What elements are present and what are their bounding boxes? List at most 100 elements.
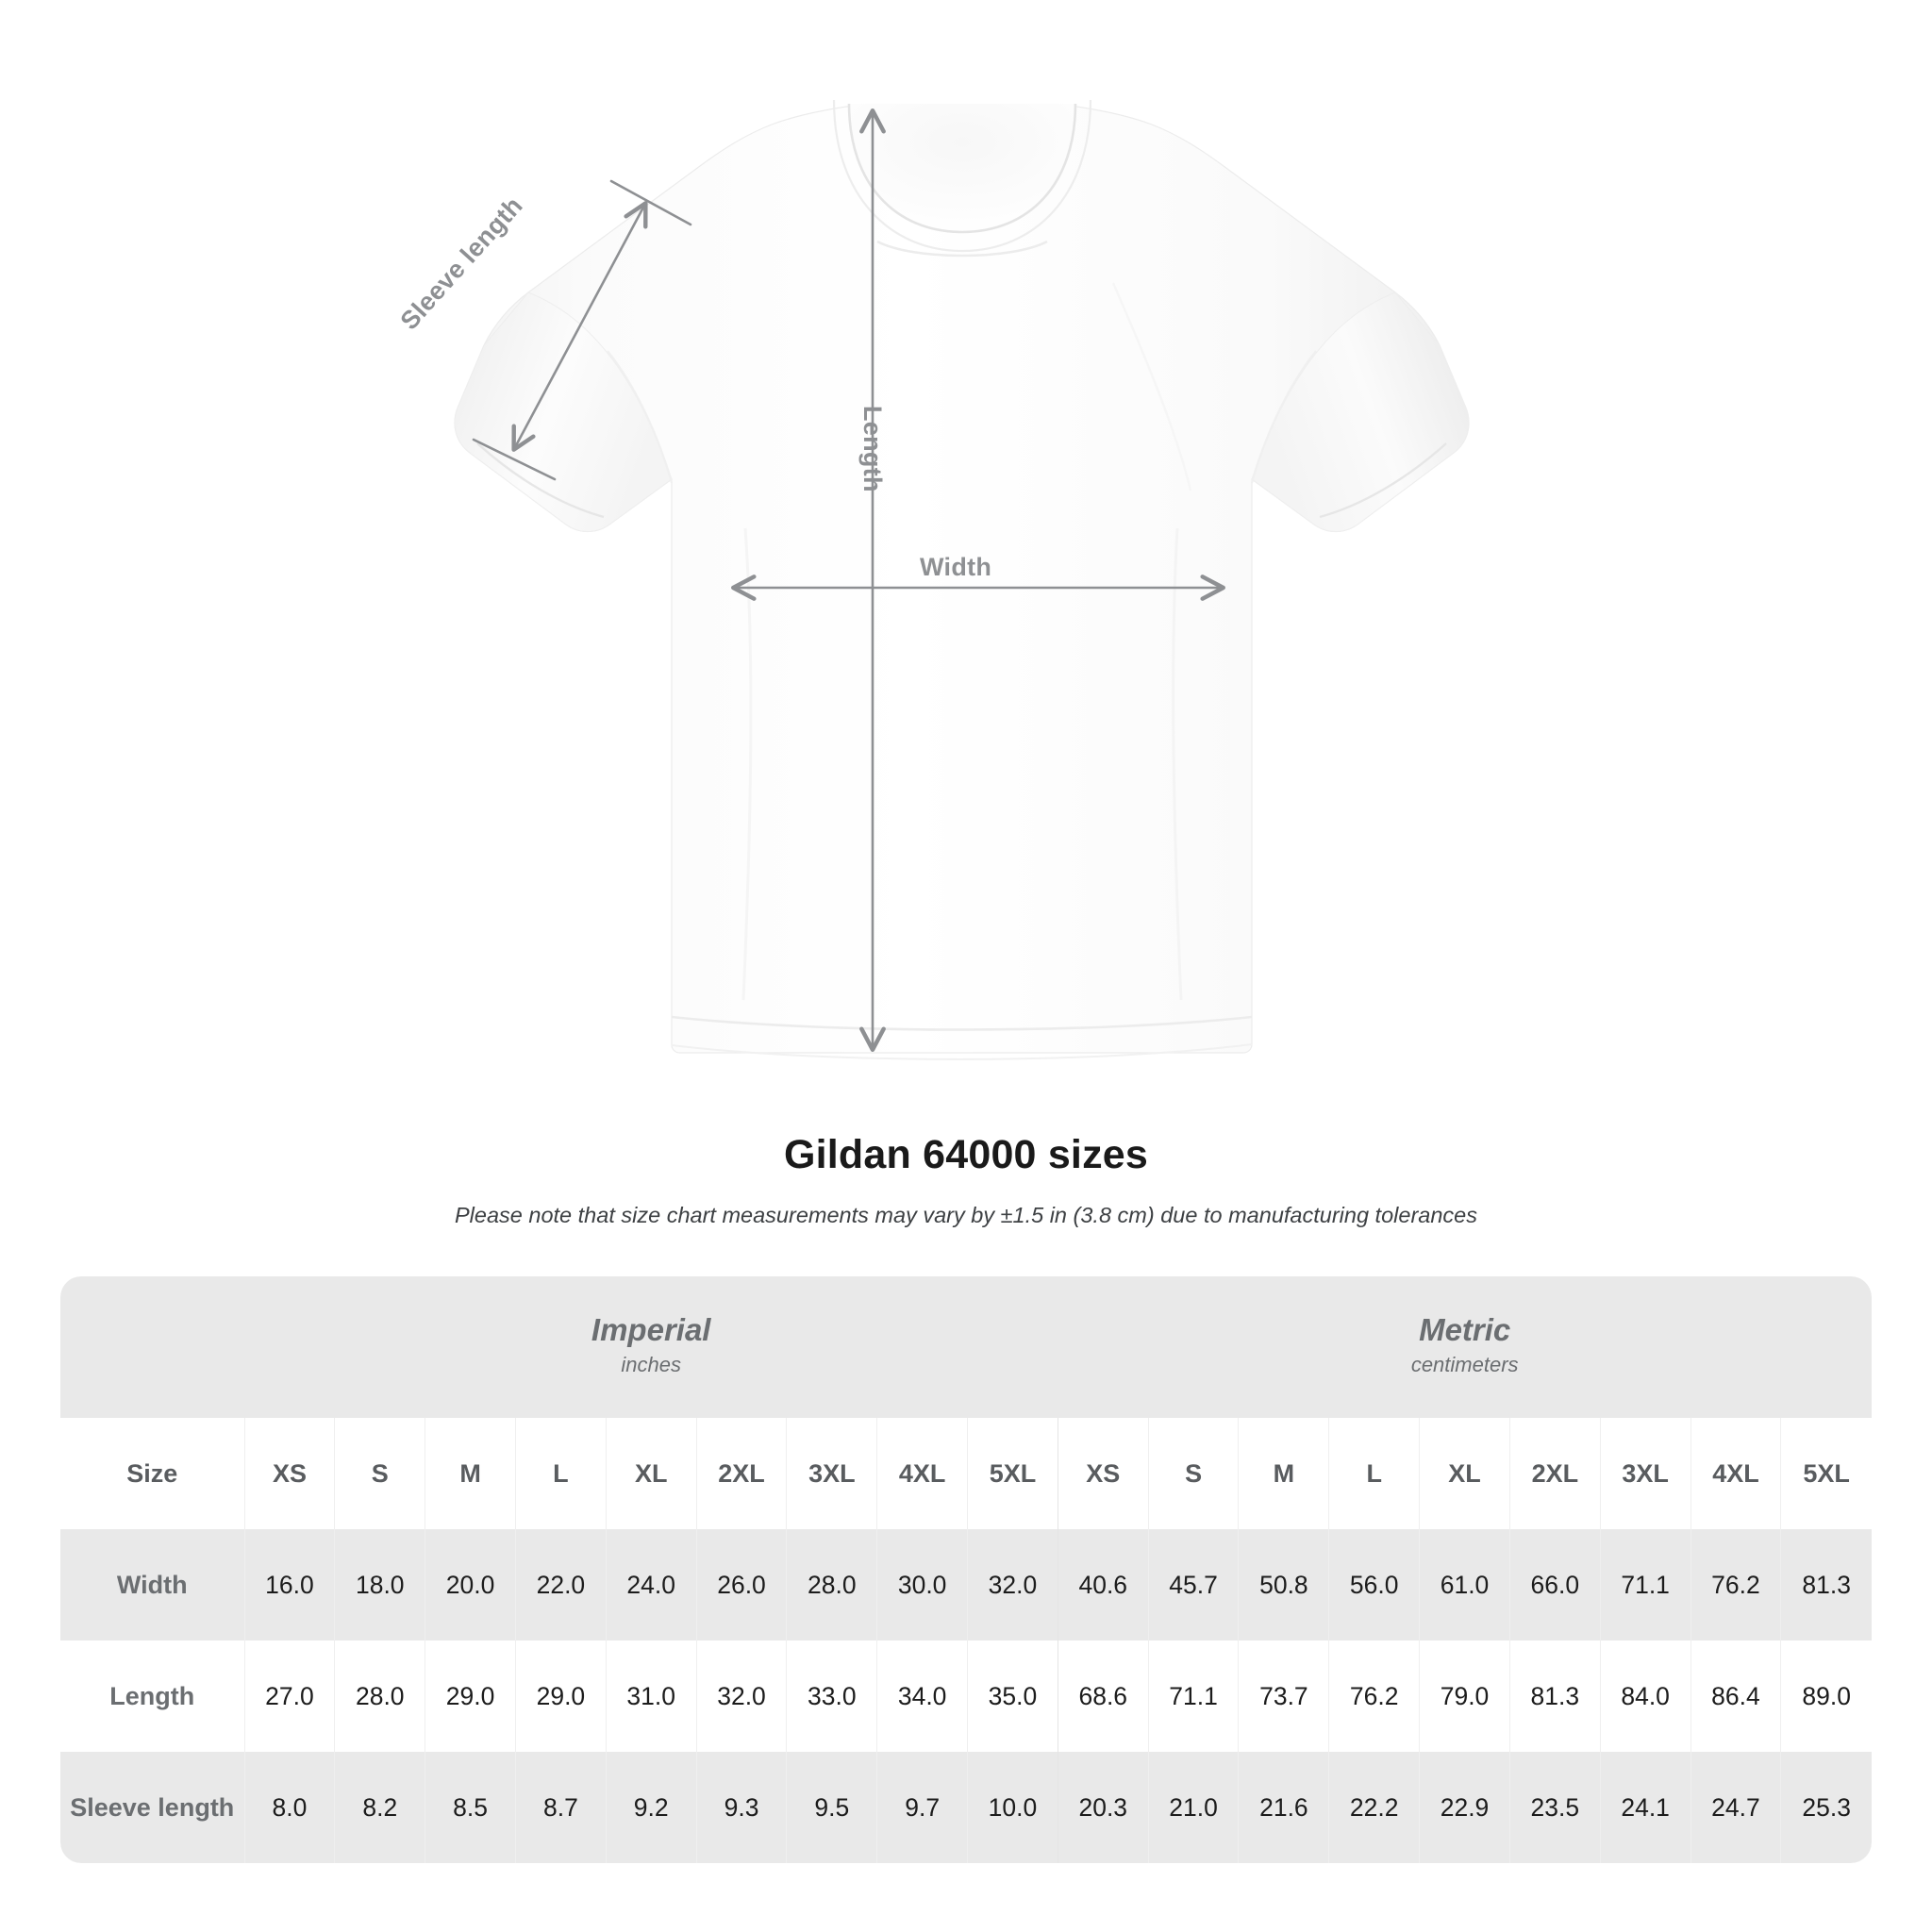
cell-length-imperial-xs: 27.0 [243,1641,335,1752]
cell-sleeve-metric-5xl: 25.3 [1780,1752,1872,1863]
garment-diagram: Sleeve length Length Width [394,99,1470,1060]
cell-sleeve-metric-m: 21.6 [1238,1752,1329,1863]
cell-length-imperial-xl: 31.0 [605,1641,697,1752]
unit-name-metric: Metric [1419,1312,1511,1348]
cell-width-metric-4xl: 76.2 [1690,1529,1781,1641]
cell-sleeve-imperial-m: 8.5 [425,1752,516,1863]
size-header-row: Size XS S M L XL 2XL 3XL 4XL 5XL XS S M … [60,1418,1872,1529]
cell-length-imperial-4xl: 34.0 [876,1641,968,1752]
cell-sleeve-metric-xs: 20.3 [1057,1752,1149,1863]
cell-length-metric-2xl: 81.3 [1508,1641,1601,1752]
cell-width-imperial-xs: 16.0 [243,1529,335,1641]
cell-sleeve-imperial-xl: 9.2 [605,1752,697,1863]
cell-length-metric-xl: 79.0 [1419,1641,1510,1752]
cell-width-metric-l: 56.0 [1328,1529,1420,1641]
size-col-metric-5xl: 5XL [1780,1418,1872,1529]
cell-sleeve-imperial-4xl: 9.7 [876,1752,968,1863]
size-col-metric-xl: XL [1419,1418,1510,1529]
sleeve-tick-top [609,179,692,226]
size-col-metric-m: M [1238,1418,1329,1529]
cell-width-metric-s: 45.7 [1147,1529,1239,1641]
cell-width-imperial-l: 22.0 [514,1529,607,1641]
row-label-length: Length [60,1641,245,1752]
table-row-length: Length 27.0 28.0 29.0 29.0 31.0 32.0 33.… [60,1641,1872,1752]
row-label-sleeve-length: Sleeve length [60,1752,245,1863]
cell-width-imperial-xl: 24.0 [605,1529,697,1641]
unit-banner-row: Imperial inches Metric centimeters [60,1276,1872,1418]
size-col-imperial-l: L [514,1418,607,1529]
size-col-metric-xs: XS [1057,1418,1149,1529]
cell-sleeve-imperial-xs: 8.0 [243,1752,335,1863]
sleeve-tick-bottom [472,438,557,481]
cell-sleeve-imperial-s: 8.2 [334,1752,425,1863]
size-col-imperial-m: M [425,1418,516,1529]
cell-length-imperial-l: 29.0 [514,1641,607,1752]
unit-sub-imperial: inches [621,1353,681,1377]
cell-width-imperial-2xl: 26.0 [695,1529,787,1641]
size-table-container: Imperial inches Metric centimeters Size … [60,1276,1872,1863]
unit-sub-metric: centimeters [1410,1353,1519,1377]
tshirt-illustration [454,99,1470,1060]
cell-length-metric-l: 76.2 [1328,1641,1420,1752]
width-annotation: Width [920,553,992,581]
size-col-imperial-2xl: 2XL [695,1418,787,1529]
cell-length-imperial-2xl: 32.0 [695,1641,787,1752]
unit-name-imperial: Imperial [591,1312,711,1348]
cell-width-imperial-s: 18.0 [334,1529,425,1641]
cell-sleeve-metric-s: 21.0 [1147,1752,1239,1863]
cell-sleeve-metric-xl: 22.9 [1419,1752,1510,1863]
unit-group-metric: Metric centimeters [1058,1276,1872,1418]
cell-width-metric-xl: 61.0 [1419,1529,1510,1641]
tolerance-note: Please note that size chart measurements… [455,1203,1477,1227]
cell-length-imperial-s: 28.0 [334,1641,425,1752]
unit-group-imperial: Imperial inches [244,1276,1058,1418]
cell-length-imperial-3xl: 33.0 [786,1641,877,1752]
cell-length-metric-s: 71.1 [1147,1641,1239,1752]
length-annotation: Length [858,406,887,492]
size-header-label: Size [60,1418,245,1529]
size-col-imperial-4xl: 4XL [876,1418,968,1529]
cell-sleeve-metric-3xl: 24.1 [1599,1752,1691,1863]
cell-sleeve-imperial-2xl: 9.3 [695,1752,787,1863]
row-label-width: Width [60,1529,245,1641]
size-col-metric-4xl: 4XL [1690,1418,1781,1529]
measurement-lines [472,108,1225,1052]
cell-sleeve-metric-2xl: 23.5 [1508,1752,1601,1863]
cell-sleeve-imperial-3xl: 9.5 [786,1752,877,1863]
title-block: Gildan 64000 sizes Please note that size… [0,1132,1932,1228]
size-table: Imperial inches Metric centimeters Size … [60,1276,1872,1863]
cell-length-metric-3xl: 84.0 [1599,1641,1691,1752]
size-col-metric-s: S [1147,1418,1239,1529]
table-row-width: Width 16.0 18.0 20.0 22.0 24.0 26.0 28.0… [60,1529,1872,1641]
cell-length-imperial-5xl: 35.0 [967,1641,1058,1752]
size-col-imperial-xl: XL [605,1418,697,1529]
size-col-metric-l: L [1328,1418,1420,1529]
cell-width-imperial-5xl: 32.0 [967,1529,1058,1641]
cell-sleeve-imperial-l: 8.7 [514,1752,607,1863]
cell-length-metric-xs: 68.6 [1057,1641,1149,1752]
size-col-imperial-s: S [334,1418,425,1529]
cell-width-metric-m: 50.8 [1238,1529,1329,1641]
cell-width-metric-xs: 40.6 [1057,1529,1149,1641]
cell-length-metric-4xl: 86.4 [1690,1641,1781,1752]
table-row-sleeve-length: Sleeve length 8.0 8.2 8.5 8.7 9.2 9.3 9.… [60,1752,1872,1863]
size-col-imperial-xs: XS [243,1418,335,1529]
cell-sleeve-imperial-5xl: 10.0 [967,1752,1058,1863]
page-title: Gildan 64000 sizes [783,1132,1149,1177]
sleeve-length-arrow [511,201,648,452]
cell-width-imperial-3xl: 28.0 [786,1529,877,1641]
cell-width-metric-3xl: 71.1 [1599,1529,1691,1641]
cell-length-metric-m: 73.7 [1238,1641,1329,1752]
cell-length-metric-5xl: 89.0 [1780,1641,1872,1752]
cell-sleeve-metric-4xl: 24.7 [1690,1752,1781,1863]
cell-width-imperial-4xl: 30.0 [876,1529,968,1641]
banner-corner-cell [60,1276,245,1418]
cell-length-imperial-m: 29.0 [425,1641,516,1752]
cell-sleeve-metric-l: 22.2 [1328,1752,1420,1863]
cell-width-metric-5xl: 81.3 [1780,1529,1872,1641]
cell-width-imperial-m: 20.0 [425,1529,516,1641]
cell-width-metric-2xl: 66.0 [1508,1529,1601,1641]
size-col-metric-2xl: 2XL [1508,1418,1601,1529]
size-col-imperial-3xl: 3XL [786,1418,877,1529]
